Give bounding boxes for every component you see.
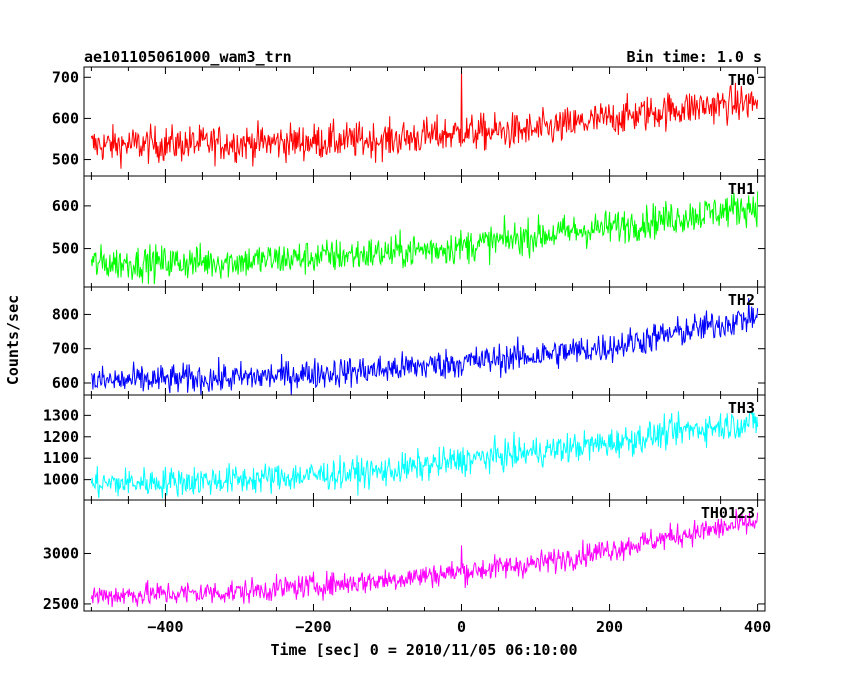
- y-tick-label: 1300: [43, 406, 79, 424]
- panel-th0: 500 600 700 TH0: [52, 66, 766, 177]
- panel-th0123: 2500 3000 TH0123: [43, 499, 766, 613]
- series-label-th1: TH1: [728, 180, 755, 198]
- series-line-th1: [90, 191, 759, 285]
- series-line-th3: [90, 410, 759, 499]
- x-axis-label: Time [sec] 0 = 2010/11/05 06:10:00: [270, 641, 577, 659]
- panel-th3: 1000 1100 1200 1300 TH3: [43, 394, 766, 501]
- y-tick-label: 2500: [43, 595, 79, 613]
- x-tick-label: 400: [744, 618, 771, 636]
- x-tick-label: 0: [457, 618, 466, 636]
- panel-frame: [83, 286, 766, 396]
- panel-th2: 600 700 800 TH2: [52, 286, 766, 396]
- series-line-th0: [90, 66, 759, 169]
- y-tick-label: 500: [52, 151, 79, 169]
- panel-th1: 500 600 TH1: [52, 175, 766, 288]
- series-line-th0123: [90, 509, 759, 608]
- y-tick-label: 600: [52, 197, 79, 215]
- x-tick-label: −400: [147, 618, 183, 636]
- y-tick-label: 600: [52, 109, 79, 127]
- y-tick-label: 500: [52, 240, 79, 258]
- series-label-th0123: TH0123: [701, 504, 755, 522]
- x-tick-label: 200: [596, 618, 623, 636]
- y-axis-label: Counts/sec: [4, 295, 22, 385]
- y-tick-label: 700: [52, 340, 79, 358]
- bin-time-label: Bin time: 1.0 s: [627, 48, 762, 66]
- y-tick-label: 600: [52, 374, 79, 392]
- x-tick-label: −200: [295, 618, 331, 636]
- series-label-th3: TH3: [728, 399, 755, 417]
- y-tick-label: 700: [52, 68, 79, 86]
- chart-title: ae101105061000_wam3_trn: [84, 48, 292, 66]
- y-tick-label: 1000: [43, 471, 79, 489]
- series-label-th0: TH0: [728, 71, 755, 89]
- y-tick-label: 3000: [43, 544, 79, 562]
- series-label-th2: TH2: [728, 291, 755, 309]
- y-tick-label: 800: [52, 305, 79, 323]
- y-tick-label: 1200: [43, 428, 79, 446]
- panels-group: 500 600 700 TH0 500 600 TH1 600 700 800 TH2 1000 110…: [43, 66, 771, 636]
- y-tick-label: 1100: [43, 449, 79, 467]
- series-line-th2: [90, 298, 759, 396]
